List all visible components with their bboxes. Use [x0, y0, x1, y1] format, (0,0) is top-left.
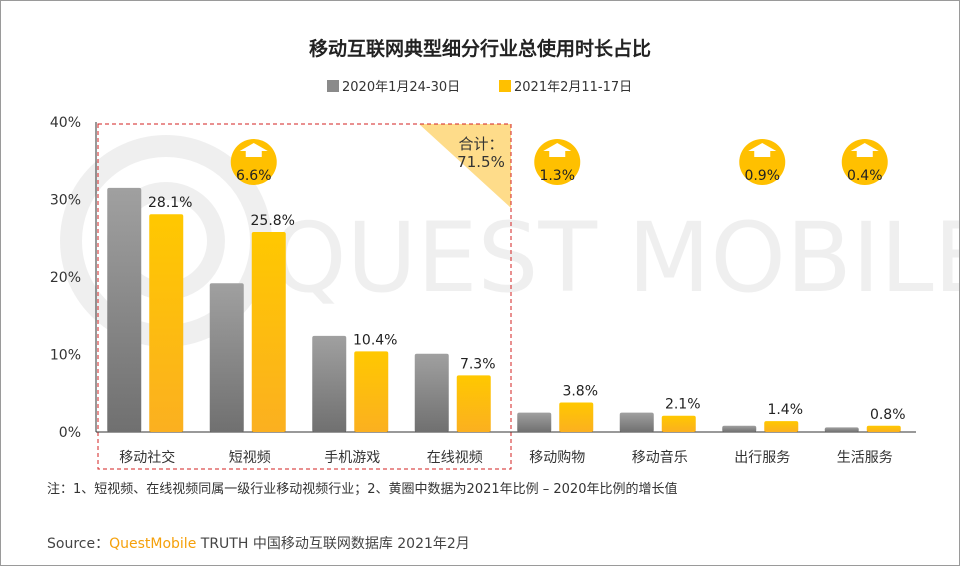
data-label: 10.4% [353, 332, 397, 348]
growth-badge: 0.4% [841, 139, 888, 185]
y-tick-label: 40% [50, 115, 81, 131]
arrow-up-icon [748, 143, 777, 157]
growth-badge: 1.3% [534, 139, 581, 185]
bar-2020 [312, 335, 347, 432]
arrow-up-icon [239, 143, 268, 157]
y-tick-label: 30% [50, 193, 81, 209]
bar-2020 [107, 187, 142, 432]
legend-label: 2020年1月24-30日 [342, 80, 460, 95]
bar-2021 [149, 214, 184, 432]
growth-value: 6.6% [236, 168, 272, 184]
bar-2020 [414, 353, 449, 432]
growth-value: 0.9% [744, 168, 780, 184]
x-tick-label: 在线视频 [427, 450, 483, 466]
data-label: 25.8% [251, 213, 295, 229]
x-tick-label: 短视频 [229, 450, 271, 466]
source-line: Source：QuestMobile TRUTH 中国移动互联网数据库 2021… [47, 536, 470, 552]
total-value: 71.5% [457, 153, 505, 171]
y-tick-label: 10% [50, 348, 81, 364]
data-label: 0.8% [870, 407, 906, 423]
bar-2021 [559, 402, 594, 432]
legend-swatch [499, 80, 511, 92]
bar-2021 [456, 375, 491, 432]
legend-swatch [327, 80, 339, 92]
total-label: 合计： [458, 135, 503, 153]
bar-2021 [661, 415, 696, 432]
total-triangle [419, 124, 511, 208]
data-label: 7.3% [460, 356, 496, 372]
bar-2020 [824, 427, 859, 432]
data-label: 3.8% [562, 384, 598, 400]
bar-2020 [517, 412, 552, 432]
x-tick-label: 手机游戏 [324, 450, 380, 466]
watermark: QUEST MOBILE [60, 135, 959, 347]
bar-2021 [354, 351, 389, 432]
footnote: 注：1、短视频、在线视频同属一级行业移动视频行业；2、黄圈中数据为2021年比例… [47, 481, 677, 497]
arrow-up-icon [850, 143, 879, 157]
total-box: 合计：71.5% [97, 123, 512, 470]
bar-2020 [209, 283, 244, 432]
bar-2021 [251, 232, 286, 432]
bar-2020 [722, 425, 757, 432]
group-dashed-box [97, 123, 512, 470]
legend: 2020年1月24-30日 2021年2月11-17日 [327, 80, 632, 95]
x-tick-label: 移动社交 [119, 449, 175, 466]
legend-label: 2021年2月11-17日 [514, 80, 632, 95]
x-tick-label: 生活服务 [837, 450, 893, 466]
chart-title: 移动互联网典型细分行业总使用时长占比 [309, 37, 651, 60]
y-tick-label: 20% [50, 270, 81, 286]
x-tick-label: 移动音乐 [632, 449, 688, 466]
data-label: 1.4% [767, 402, 803, 418]
x-tick-label: 移动购物 [529, 450, 585, 466]
growth-value: 1.3% [539, 168, 575, 184]
x-tick-label: 出行服务 [734, 450, 790, 466]
growth-badge: 6.6% [230, 139, 277, 185]
arrow-up-icon [543, 143, 572, 157]
bar-2021 [866, 425, 901, 432]
bar-2021 [764, 421, 799, 432]
data-label: 2.1% [665, 397, 701, 413]
y-tick-label: 0% [59, 425, 81, 441]
data-label: 28.1% [148, 195, 192, 211]
growth-badge: 0.9% [739, 139, 786, 185]
watermark-text: QUEST MOBILE [271, 202, 959, 314]
bar-2020 [619, 412, 654, 432]
growth-value: 0.4% [847, 168, 883, 184]
